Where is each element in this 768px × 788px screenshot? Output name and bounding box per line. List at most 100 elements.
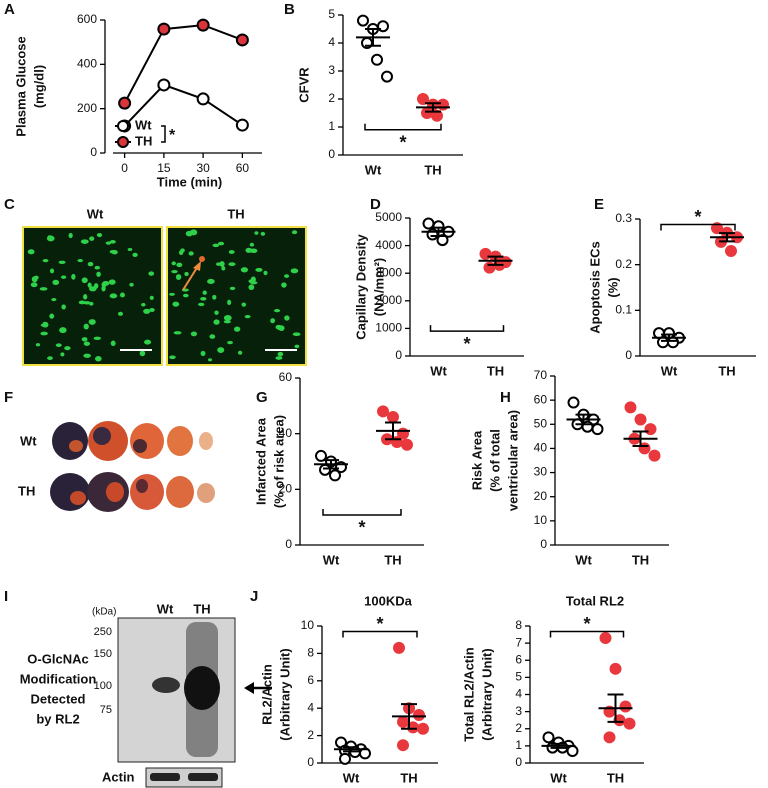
annotation: *	[376, 614, 383, 634]
cell	[139, 350, 146, 357]
point	[566, 745, 579, 758]
y-axis-label: (NA/mm²)	[371, 258, 386, 317]
point	[657, 336, 669, 349]
cell	[294, 344, 300, 349]
cell	[83, 353, 91, 358]
annotation: *	[694, 207, 701, 227]
cell	[87, 282, 92, 288]
cell	[105, 241, 112, 245]
y-tick-label: 6	[515, 652, 522, 666]
cell	[61, 304, 66, 310]
sig-bracket	[660, 223, 736, 231]
marker-label: 75	[100, 704, 112, 716]
micrograph-cells	[27, 229, 301, 362]
lane-label: Wt	[157, 601, 174, 616]
y-tick-label: 1	[328, 119, 335, 133]
panel-letter: B	[284, 1, 295, 18]
cell	[47, 356, 53, 361]
cell	[149, 295, 154, 300]
point	[339, 752, 351, 765]
x-tick-label: 15	[157, 161, 171, 175]
cell	[169, 355, 176, 360]
cell	[217, 347, 225, 353]
cell	[89, 236, 95, 241]
legend-marker	[117, 136, 129, 148]
y-tick-label: 20	[279, 482, 293, 496]
cell	[101, 285, 106, 292]
cell	[248, 284, 255, 291]
chart-title: 100KDa	[364, 593, 412, 608]
cell	[94, 265, 100, 270]
cell	[178, 250, 184, 256]
error-bar	[575, 413, 592, 426]
cell	[207, 358, 213, 362]
cell	[188, 251, 194, 256]
cell	[250, 276, 256, 283]
y-axis-label: Total RL2/Actin	[461, 647, 476, 741]
cell	[263, 270, 268, 276]
cell	[198, 302, 205, 307]
y-tick-label: 0	[540, 537, 547, 551]
x-tick-label: Wt	[550, 770, 567, 785]
blot-band	[188, 773, 218, 781]
sig-bracket	[161, 125, 166, 143]
error-bar	[607, 693, 624, 723]
point	[603, 731, 616, 744]
y-tick-label: 0.1	[615, 303, 632, 317]
point	[421, 107, 433, 119]
sig-bracket	[342, 630, 418, 638]
point	[118, 96, 132, 110]
point	[619, 700, 632, 713]
cell	[233, 326, 241, 332]
cell	[284, 315, 290, 321]
y-axis-label: Risk Area	[469, 430, 484, 490]
point	[235, 118, 249, 132]
cell	[200, 350, 206, 357]
y-tick-label: 4	[307, 700, 314, 714]
cell	[95, 355, 102, 362]
x-tick-label: TH	[384, 552, 401, 567]
point	[591, 423, 604, 436]
point	[329, 469, 341, 482]
panel-letter: F	[4, 389, 13, 406]
y-tick-label: 2000	[375, 293, 402, 307]
cell	[109, 239, 116, 244]
x-tick-label: Wt	[575, 552, 592, 567]
y-tick-label: 10	[534, 513, 548, 527]
cell	[172, 301, 180, 307]
image-label: TH	[18, 483, 35, 498]
annotation: *	[358, 518, 365, 538]
cell	[260, 231, 266, 236]
y-axis-label: (%)	[605, 277, 620, 297]
y-tick-label: 0	[307, 755, 314, 769]
cell	[176, 262, 183, 268]
cell	[219, 261, 225, 267]
cell	[227, 299, 232, 306]
error-bar	[632, 430, 649, 448]
y-axis-label: (Arbitrary Unit)	[277, 648, 292, 740]
point	[357, 14, 369, 27]
cell	[80, 239, 89, 244]
heart-slices	[50, 421, 215, 512]
cell	[127, 247, 133, 251]
y-tick-label: 50	[534, 416, 548, 430]
y-tick-label: 400	[77, 57, 97, 71]
y-tick-label: 1000	[375, 321, 402, 335]
panel-letter: A	[4, 1, 15, 18]
marker-unit: (kDa)	[92, 607, 116, 618]
cell	[218, 241, 225, 246]
cell	[182, 293, 189, 298]
series-line	[123, 24, 243, 104]
panel-letter: C	[4, 196, 15, 213]
point	[371, 53, 383, 66]
x-tick-label: TH	[424, 162, 441, 177]
y-tick-label: 3	[328, 63, 335, 77]
cell	[240, 267, 249, 273]
cell	[129, 282, 134, 287]
cell	[60, 352, 65, 357]
y-tick-label: 0	[515, 755, 522, 769]
cell	[249, 242, 255, 247]
cell	[270, 318, 276, 324]
point	[725, 244, 737, 257]
